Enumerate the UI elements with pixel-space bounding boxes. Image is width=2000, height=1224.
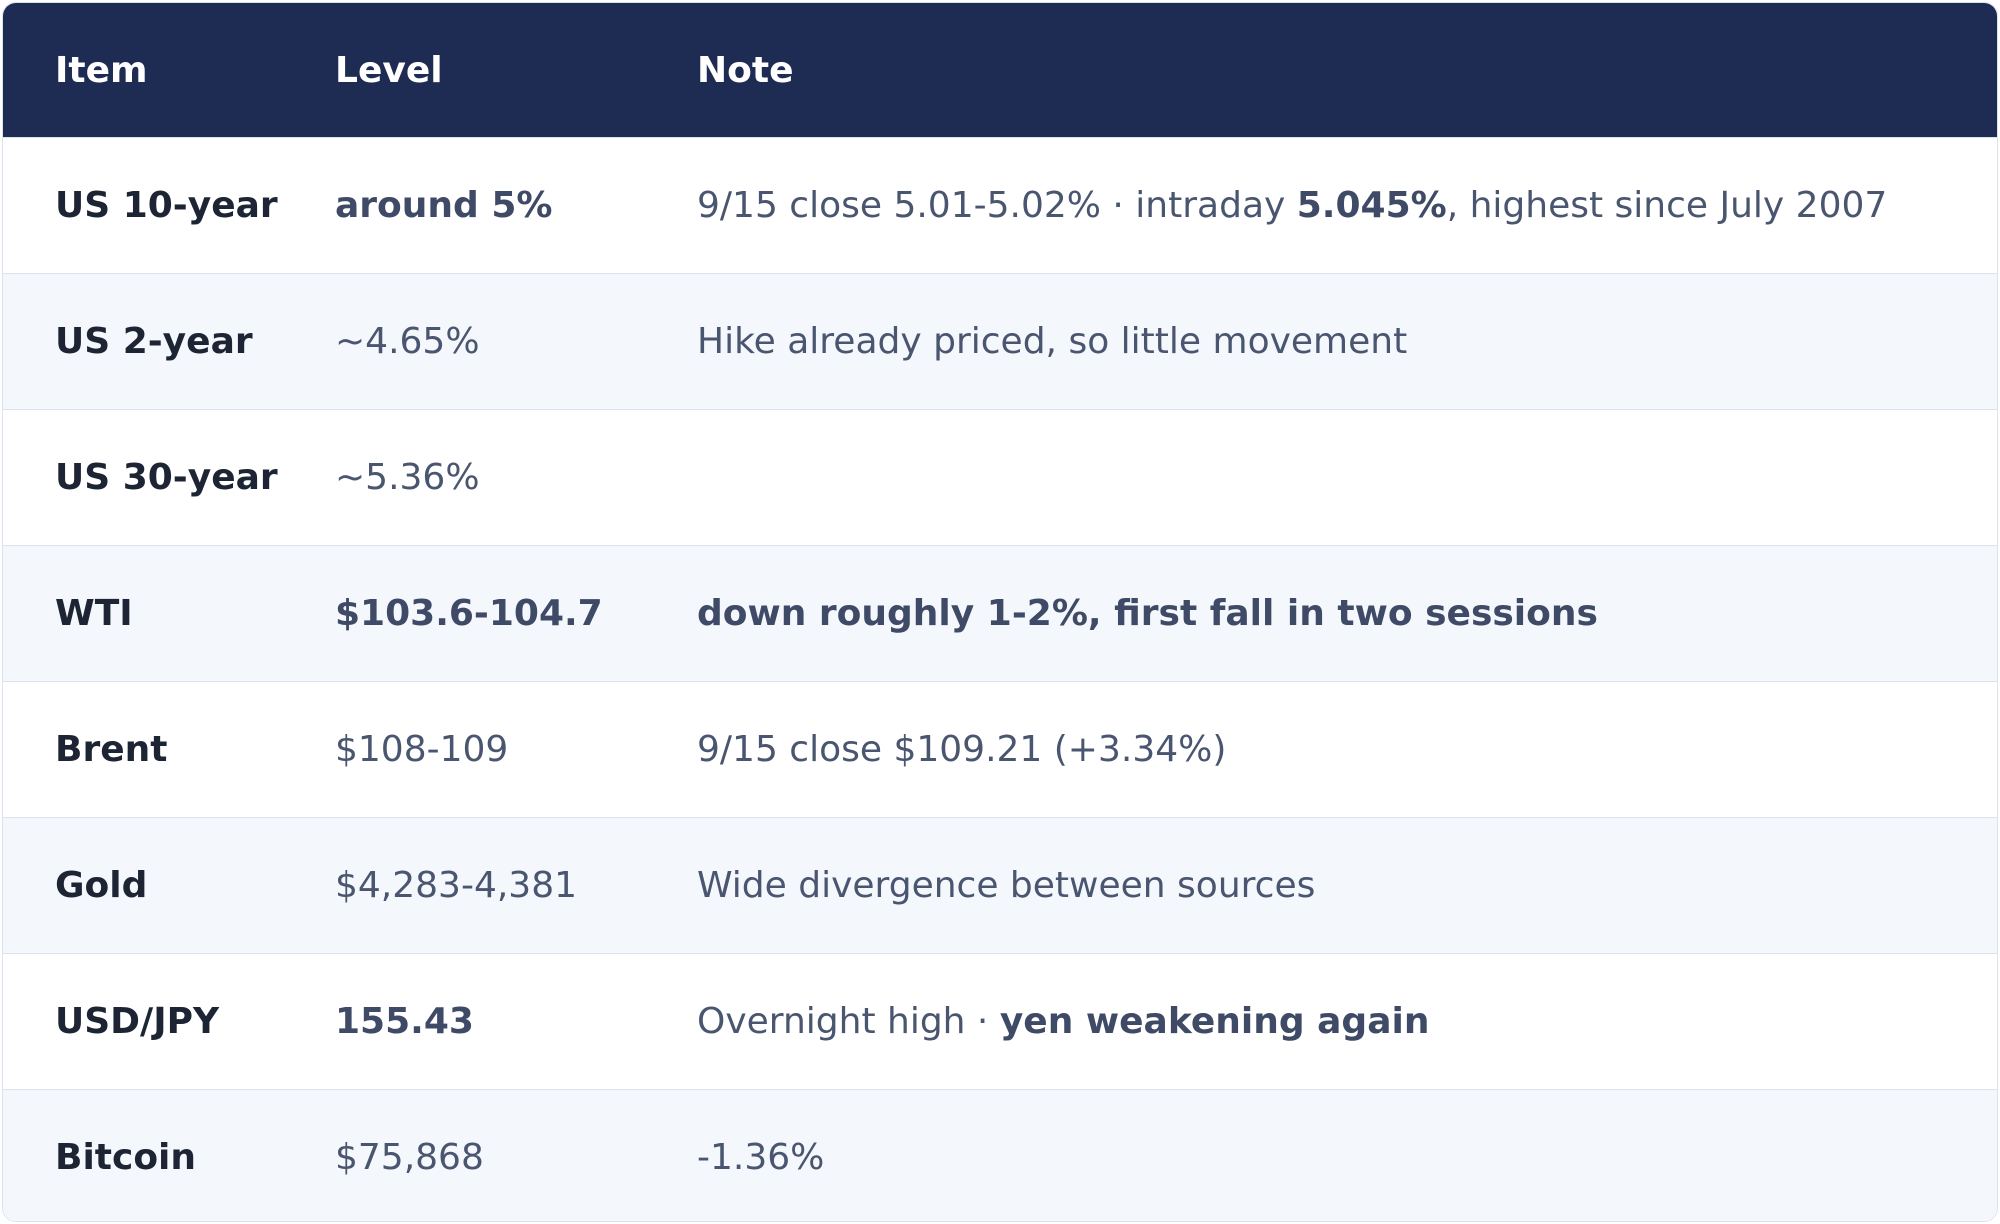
row-note-text: , highest since July 2007 [1446,185,1888,226]
row-item: WTI [55,593,133,634]
table-row: Bitcoin $75,868 -1.36% [3,1089,1997,1221]
row-note: 9/15 close 5.01-5.02% · intraday 5.045%,… [697,185,1997,226]
header-note: Note [697,49,794,91]
row-level: $75,868 [335,1137,484,1178]
row-level: 155.43 [335,1001,474,1042]
row-item: US 30-year [55,457,278,498]
row-note: down roughly 1-2%, first fall in two ses… [697,593,1598,634]
table-row: Gold $4,283-4,381 Wide divergence betwee… [3,817,1997,953]
header-level: Level [335,49,443,91]
row-level: $103.6-104.7 [335,593,603,634]
header-item: Item [55,49,148,91]
table-row: Brent $108-109 9/15 close $109.21 (+3.34… [3,681,1997,817]
row-note-text: 9/15 close 5.01-5.02% · intraday [697,185,1297,226]
row-item: US 10-year [55,185,278,226]
row-item: Gold [55,865,148,906]
row-level: around 5% [335,185,553,226]
row-item: US 2-year [55,321,253,362]
row-level: $4,283-4,381 [335,865,578,906]
table-row: US 2-year ~4.65% Hike already priced, so… [3,273,1997,409]
row-item: USD/JPY [55,1001,220,1042]
row-note-emphasis: yen weakening again [999,1001,1430,1042]
row-note: 9/15 close $109.21 (+3.34%) [697,729,1227,770]
table-header: Item Level Note [3,3,1997,137]
row-note: Overnight high · yen weakening again [697,1001,1997,1042]
table-row: USD/JPY 155.43 Overnight high · yen weak… [3,953,1997,1089]
row-item: Bitcoin [55,1137,197,1178]
table-row: US 30-year ~5.36% [3,409,1997,545]
row-note-emphasis: 5.045% [1296,185,1447,226]
table-row: WTI $103.6-104.7 down roughly 1-2%, firs… [3,545,1997,681]
row-note: -1.36% [697,1137,825,1178]
row-note-text: Overnight high · [697,1001,1000,1042]
row-note: Hike already priced, so little movement [697,321,1408,362]
row-level: ~5.36% [335,457,480,498]
row-note: Wide divergence between sources [697,865,1316,906]
row-level: ~4.65% [335,321,480,362]
row-item: Brent [55,729,168,770]
row-level: $108-109 [335,729,509,770]
table-row: US 10-year around 5% 9/15 close 5.01-5.0… [3,137,1997,273]
